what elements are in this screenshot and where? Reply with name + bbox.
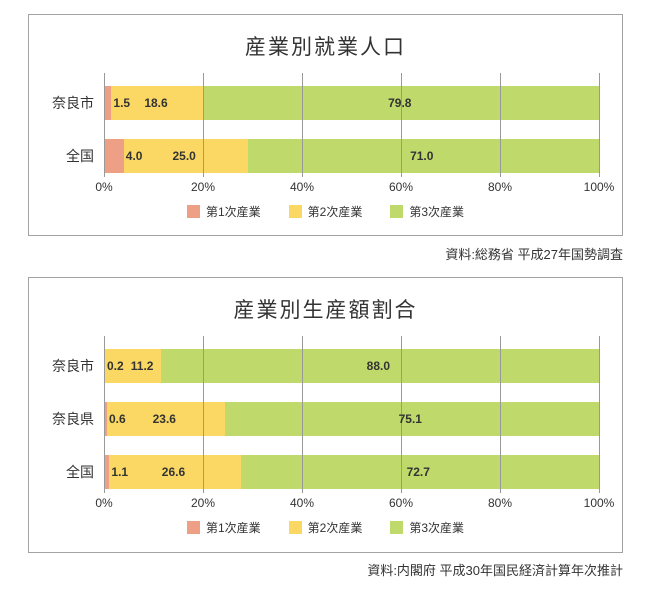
bar-value-label: 1.5 bbox=[113, 96, 131, 110]
legend-swatch bbox=[288, 205, 302, 218]
bar-segment bbox=[123, 139, 248, 173]
legend-item: 第2次産業 bbox=[288, 519, 363, 536]
gridline bbox=[203, 336, 204, 493]
legend-swatch bbox=[186, 521, 200, 534]
bar-segment bbox=[160, 349, 599, 383]
axis-tick-label: 20% bbox=[190, 180, 216, 194]
bar-value-label: 1.1 bbox=[111, 465, 129, 479]
bar-segment bbox=[104, 402, 107, 436]
legend-swatch bbox=[390, 521, 404, 534]
bar-value-label: 88.0 bbox=[366, 359, 391, 373]
gridline bbox=[203, 73, 204, 177]
employment-by-industry-chart: 産業別就業人口 奈良市 1.5 18.6 79.8 全国 4.0 25.0 71.0 0% 20%… bbox=[28, 14, 623, 236]
bar-segment bbox=[104, 86, 112, 120]
bar-value-label: 11.2 bbox=[130, 359, 154, 373]
legend-swatch bbox=[186, 205, 200, 218]
gridline bbox=[104, 336, 105, 493]
bar-value-label: 4.0 bbox=[125, 149, 143, 163]
category-label: 全国 bbox=[66, 464, 94, 480]
legend-swatch bbox=[288, 521, 302, 534]
chart-title: 産業別生産額割合 bbox=[233, 299, 418, 322]
bar-value-label: 25.0 bbox=[172, 149, 196, 163]
gridline bbox=[500, 73, 501, 177]
gridline bbox=[401, 73, 402, 177]
production-share-by-industry-chart: 産業別生産額割合 奈良市 0.2 11.2 88.0 奈良県 0.6 23.6 75.1 全国 1… bbox=[28, 277, 623, 553]
bar-segment bbox=[224, 402, 599, 436]
category-label: 奈良市 bbox=[52, 95, 94, 111]
legend-item: 第3次産業 bbox=[390, 203, 464, 220]
bar-segment bbox=[247, 139, 599, 173]
category-label: 全国 bbox=[66, 148, 94, 164]
legend-item: 第1次産業 bbox=[186, 519, 261, 536]
legend-label: 第1次産業 bbox=[205, 205, 261, 219]
bar-value-label: 18.6 bbox=[144, 96, 168, 110]
axis-tick-label: 20% bbox=[190, 496, 216, 510]
bar-segment bbox=[106, 402, 225, 436]
bar-value-label: 72.7 bbox=[406, 465, 430, 479]
plot-area: 奈良市 1.5 18.6 79.8 全国 4.0 25.0 71.0 0% 20% 40% 60% 80… bbox=[29, 15, 622, 235]
bar-segment bbox=[240, 455, 599, 489]
source-note: 資料:内閣府 平成30年国民経済計算年次推計 bbox=[367, 563, 623, 578]
legend-item: 第1次産業 bbox=[186, 203, 261, 220]
bar-value-label: 79.8 bbox=[388, 96, 412, 110]
axis-tick-label: 60% bbox=[388, 496, 414, 510]
axis-tick-label: 0% bbox=[95, 496, 113, 510]
legend: 第1次産業 第2次産業 第3次産業 bbox=[29, 203, 622, 223]
gridline bbox=[401, 336, 402, 493]
axis-tick-label: 0% bbox=[95, 180, 113, 194]
bar-segment bbox=[109, 455, 241, 489]
axis-tick-label: 40% bbox=[289, 496, 315, 510]
bar-segment bbox=[111, 86, 204, 120]
axis-tick-label: 100% bbox=[583, 496, 615, 510]
bar-value-label: 0.2 bbox=[106, 359, 124, 373]
axis-tick-label: 100% bbox=[583, 180, 615, 194]
bar-value-label: 71.0 bbox=[410, 149, 434, 163]
legend-item: 第2次産業 bbox=[288, 203, 363, 220]
axis-tick-label: 60% bbox=[388, 180, 414, 194]
axis-tick-label: 40% bbox=[289, 180, 315, 194]
legend-item: 第3次産業 bbox=[390, 519, 464, 536]
bar-value-label: 75.1 bbox=[398, 412, 422, 426]
category-label: 奈良市 bbox=[52, 358, 94, 374]
legend-label: 第2次産業 bbox=[307, 521, 363, 535]
chart-title: 産業別就業人口 bbox=[245, 36, 406, 59]
legend-label: 第2次産業 bbox=[307, 205, 363, 219]
gridline bbox=[500, 336, 501, 493]
legend-swatch bbox=[390, 205, 404, 218]
gridline bbox=[599, 336, 600, 493]
bar-segment bbox=[104, 349, 161, 383]
gridline bbox=[302, 336, 303, 493]
gridline bbox=[302, 73, 303, 177]
bar-value-label: 0.6 bbox=[108, 412, 126, 426]
bar-value-label: 26.6 bbox=[161, 465, 186, 479]
legend: 第1次産業 第2次産業 第3次産業 bbox=[29, 519, 622, 539]
legend-label: 第3次産業 bbox=[409, 205, 465, 219]
bar-segment bbox=[104, 455, 110, 489]
bar-segment bbox=[104, 139, 124, 173]
axis-tick-label: 80% bbox=[487, 180, 513, 194]
plot-area: 奈良市 0.2 11.2 88.0 奈良県 0.6 23.6 75.1 全国 1.1 26.6 72.… bbox=[29, 278, 622, 552]
category-label: 奈良県 bbox=[52, 411, 94, 427]
gridline bbox=[104, 73, 105, 177]
legend-label: 第1次産業 bbox=[205, 521, 261, 535]
gridline bbox=[599, 73, 600, 177]
bar-value-label: 23.6 bbox=[152, 412, 176, 426]
legend-label: 第3次産業 bbox=[409, 521, 465, 535]
axis-tick-label: 80% bbox=[487, 496, 513, 510]
source-note: 資料:総務省 平成27年国勢調査 bbox=[445, 247, 623, 262]
